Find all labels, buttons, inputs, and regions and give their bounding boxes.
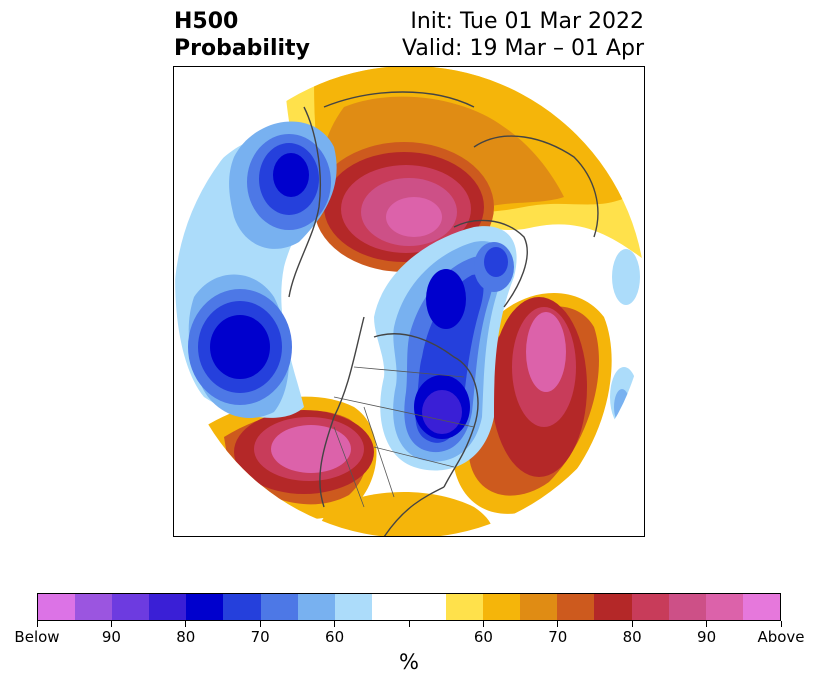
colorbar-tick-label: 90 (101, 628, 121, 646)
colorbar-segment (631, 594, 669, 620)
colorbar-tick (185, 621, 187, 627)
colorbar-tick (110, 621, 112, 627)
colorbar-segment (557, 594, 595, 620)
colorbar-tick-label: 70 (548, 628, 568, 646)
colorbar-segment (38, 594, 76, 620)
colorbar-segment (223, 594, 261, 620)
colorbar-segment (371, 594, 409, 620)
colorbar-tick-label: Below (14, 628, 60, 646)
colorbar-segment (112, 594, 150, 620)
coastlines (288, 91, 599, 536)
probability-map (174, 67, 644, 536)
colorbar-tick-label: 80 (622, 628, 642, 646)
colorbar-segment (186, 594, 224, 620)
colorbar-tick-label: 80 (176, 628, 196, 646)
colorbar-tick (706, 621, 708, 627)
colorbar-tick-label: Above (757, 628, 805, 646)
init-date: Init: Tue 01 Mar 2022 (410, 9, 644, 34)
colorbar-segment (705, 594, 743, 620)
variable-label: H500 (174, 9, 239, 34)
colorbar-tick-label: 60 (473, 628, 493, 646)
colorbar-tick (408, 621, 410, 627)
colorbar-tick-label: 60 (325, 628, 345, 646)
colorbar-segment (408, 594, 447, 620)
colorbar-segment (297, 594, 335, 620)
colorbar-tick (334, 621, 336, 627)
colorbar-tick (631, 621, 633, 627)
valid-period: Valid: 19 Mar – 01 Apr (402, 36, 644, 61)
colorbar-segment (260, 594, 298, 620)
colorbar-segment (334, 594, 372, 620)
colorbar-segment (520, 594, 558, 620)
product-label: Probability (174, 36, 310, 61)
colorbar-tick (780, 621, 782, 627)
colorbar-tick (259, 621, 261, 627)
colorbar-segment (149, 594, 187, 620)
colorbar-unit-label: % (399, 650, 419, 674)
colorbar-tick-label: 90 (697, 628, 717, 646)
colorbar (37, 593, 781, 621)
colorbar-segment (668, 594, 706, 620)
title-left: H500 Probability (174, 8, 310, 62)
colorbar-segment (446, 594, 484, 620)
map-panel (173, 66, 645, 537)
colorbar-segment (483, 594, 521, 620)
colorbar-tick (557, 621, 559, 627)
colorbar-tick (482, 621, 484, 627)
map-disk (174, 67, 644, 536)
title-right: Init: Tue 01 Mar 2022 Valid: 19 Mar – 01… (402, 8, 644, 62)
colorbar-segment (742, 594, 780, 620)
colorbar-tick-label: 70 (250, 628, 270, 646)
colorbar-tick (36, 621, 38, 627)
borders (333, 366, 475, 508)
colorbar-segment (594, 594, 632, 620)
colorbar-segment (75, 594, 113, 620)
